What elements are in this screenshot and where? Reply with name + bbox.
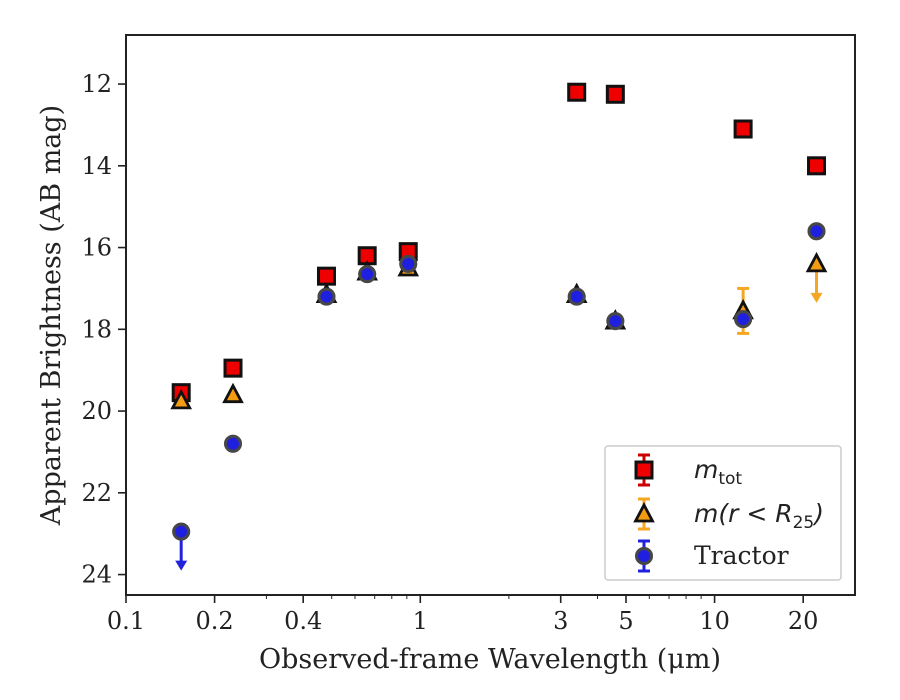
legend-marker-ring bbox=[635, 547, 653, 565]
point-tractor-ring bbox=[399, 254, 418, 273]
point-m-r-lt-r25-upper-limit-head bbox=[810, 292, 823, 303]
legend-label: Tractor bbox=[694, 541, 789, 570]
y-tick-label: 22 bbox=[81, 479, 112, 507]
point-mtot bbox=[567, 82, 587, 102]
point-mtot bbox=[807, 156, 827, 176]
legend: mtot m(r < R25) Tractor bbox=[604, 445, 842, 581]
point-m-r-lt-r25 bbox=[170, 388, 193, 410]
y-tick-label: 16 bbox=[81, 234, 112, 262]
x-tick-label: 1 bbox=[413, 607, 428, 635]
legend-item-tractor: Tractor bbox=[635, 539, 789, 573]
y-axis-ticks: 12 14 16 18 20 22 24 bbox=[81, 70, 126, 589]
y-tick-label: 12 bbox=[81, 70, 112, 98]
y-tick-label: 18 bbox=[81, 315, 112, 343]
series-mtot bbox=[171, 82, 827, 403]
point-mtot bbox=[733, 119, 753, 139]
legend-label: mtot bbox=[694, 455, 742, 489]
y-tick-label: 20 bbox=[81, 397, 112, 425]
point-tractor-ring bbox=[807, 222, 826, 241]
legend-label: m(r < R25) bbox=[694, 499, 824, 533]
point-mtot bbox=[605, 84, 625, 104]
point-tractor-ring bbox=[606, 312, 625, 331]
x-axis-ticks: 0.1 0.2 0.4 1 3 5 10 20 bbox=[107, 595, 819, 635]
point-m-r-lt-r25 bbox=[222, 382, 244, 404]
legend-item-m-r-lt-r25: m(r < R25) bbox=[633, 497, 824, 533]
x-tick-label: 0.2 bbox=[196, 607, 234, 635]
point-tractor-ring bbox=[567, 287, 586, 306]
series-tractor bbox=[172, 222, 826, 571]
point-tractor-ring bbox=[224, 434, 243, 453]
x-tick-label: 10 bbox=[699, 607, 730, 635]
y-tick-label: 14 bbox=[81, 152, 112, 180]
x-tick-label: 0.1 bbox=[107, 607, 145, 635]
point-tractor-ring bbox=[358, 265, 377, 284]
plot-frame bbox=[125, 34, 856, 596]
point-mtot bbox=[223, 358, 243, 378]
point-tractor-upper-limit-head bbox=[175, 560, 188, 571]
x-axis-title: Observed-frame Wavelength (μm) bbox=[259, 644, 721, 675]
x-tick-label: 3 bbox=[553, 607, 568, 635]
legend-frame bbox=[604, 445, 842, 581]
series-m-r-lt-r25 bbox=[170, 251, 828, 410]
legend-item-mtot: mtot bbox=[634, 453, 742, 489]
point-tractor-ring bbox=[734, 310, 753, 329]
x-tick-label: 0.4 bbox=[284, 607, 322, 635]
point-m-r-lt-r25 bbox=[805, 251, 828, 273]
y-tick-label: 24 bbox=[81, 561, 112, 589]
legend-marker bbox=[634, 460, 654, 480]
chart-marks bbox=[170, 82, 828, 571]
legend-marker bbox=[633, 502, 655, 523]
point-tractor-ring bbox=[172, 522, 191, 541]
point-mtot bbox=[316, 266, 336, 286]
x-tick-label: 5 bbox=[618, 607, 633, 635]
y-axis-title: Apparent Brightness (AB mag) bbox=[36, 105, 67, 526]
point-tractor-ring bbox=[317, 287, 336, 306]
x-tick-label: 20 bbox=[788, 607, 819, 635]
